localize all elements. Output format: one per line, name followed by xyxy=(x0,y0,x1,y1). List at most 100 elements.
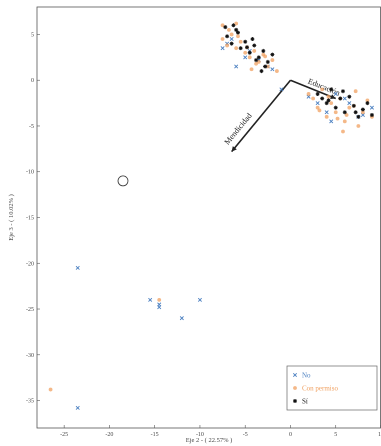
data-point xyxy=(320,87,325,92)
data-point xyxy=(347,94,352,99)
data-point xyxy=(353,110,358,115)
data-point xyxy=(220,37,225,41)
legend-marker xyxy=(293,386,297,390)
data-point xyxy=(341,129,345,134)
data-point xyxy=(347,105,352,110)
data-point xyxy=(157,297,162,302)
data-point xyxy=(231,23,236,28)
x-tick-label: 0 xyxy=(289,432,292,438)
data-point xyxy=(360,107,365,112)
data-point xyxy=(223,25,228,30)
data-point xyxy=(329,119,334,124)
data-point xyxy=(256,55,261,60)
data-point xyxy=(342,96,347,101)
data-point xyxy=(324,110,329,115)
data-point xyxy=(247,55,252,60)
data-point xyxy=(238,46,243,51)
data-point xyxy=(249,67,254,72)
data-point xyxy=(356,114,361,119)
data-point xyxy=(365,101,370,106)
legend-label: Con permiso xyxy=(302,385,338,393)
data-point xyxy=(75,405,80,410)
plot-area xyxy=(36,6,381,429)
data-point xyxy=(338,96,343,101)
data-point xyxy=(234,64,239,69)
legend-marker xyxy=(293,399,297,403)
data-point xyxy=(315,91,320,96)
data-point xyxy=(261,48,266,53)
data-point xyxy=(247,50,252,55)
data-point xyxy=(243,39,248,44)
data-point xyxy=(351,103,356,108)
y-tick-label: -35 xyxy=(26,399,34,405)
legend-marker xyxy=(292,372,298,378)
vector-line xyxy=(231,79,292,153)
x-tick-label: -20 xyxy=(105,432,113,438)
data-point xyxy=(179,316,184,321)
data-point xyxy=(235,30,240,35)
data-point xyxy=(335,116,340,121)
marked-point xyxy=(117,175,129,187)
data-point xyxy=(306,94,311,99)
legend-label: Sí xyxy=(302,398,308,406)
data-point xyxy=(270,52,275,57)
data-point xyxy=(360,110,365,115)
y-axis-title: Eje 3 - ( 10.02% ) xyxy=(8,194,15,241)
x-tick-label: -5 xyxy=(243,432,248,438)
data-point xyxy=(234,27,239,32)
data-point xyxy=(356,124,361,128)
data-point xyxy=(333,110,338,115)
data-point xyxy=(333,105,338,110)
y-tick-label: -30 xyxy=(26,353,34,359)
vector-arrowhead xyxy=(330,94,336,100)
data-point xyxy=(259,69,264,74)
data-point xyxy=(229,32,234,37)
axis-ticks: -25 -20 -15 -10 -5 0 5 10 5 0 -5 -10 -15 -20 -25 -30 -35 xyxy=(26,32,381,438)
y-tick-label: -25 xyxy=(26,307,34,313)
data-point xyxy=(324,101,329,106)
data-point xyxy=(306,92,311,96)
data-point xyxy=(229,37,234,42)
data-point xyxy=(369,112,374,117)
legend-box xyxy=(286,365,378,411)
data-point xyxy=(238,39,243,44)
data-point xyxy=(75,265,80,270)
data-point xyxy=(250,37,255,42)
data-point xyxy=(234,21,239,26)
data-point xyxy=(311,96,316,101)
data-point xyxy=(369,105,374,110)
data-point xyxy=(347,101,352,106)
x-tick-label: -10 xyxy=(196,432,204,438)
data-point xyxy=(340,89,345,94)
vector-arrowhead xyxy=(231,146,237,152)
data-point xyxy=(225,34,230,39)
data-point xyxy=(243,55,248,60)
data-point xyxy=(344,113,349,117)
data-point xyxy=(274,69,279,73)
data-point xyxy=(329,101,334,105)
data-point xyxy=(252,43,257,48)
data-point xyxy=(326,94,331,99)
series-con_permiso xyxy=(48,21,374,392)
data-point xyxy=(365,98,370,103)
data-points xyxy=(48,21,374,410)
legend: No Con permiso Sí xyxy=(286,365,378,411)
data-point xyxy=(148,297,153,302)
data-point xyxy=(236,34,240,39)
data-point xyxy=(254,58,259,63)
x-tick-label: 5 xyxy=(334,432,337,438)
data-point xyxy=(270,67,275,72)
data-point xyxy=(342,110,347,115)
data-point xyxy=(256,60,261,64)
data-point xyxy=(326,98,331,103)
y-tick-label: -10 xyxy=(26,170,34,176)
data-point xyxy=(243,50,248,55)
data-point xyxy=(270,58,275,62)
x-tick-label: 10 xyxy=(378,432,381,438)
x-tick-label: -15 xyxy=(151,432,159,438)
data-point xyxy=(329,87,334,92)
data-point xyxy=(360,112,365,118)
data-point xyxy=(315,101,320,106)
data-point xyxy=(157,305,162,310)
data-point xyxy=(342,119,347,124)
